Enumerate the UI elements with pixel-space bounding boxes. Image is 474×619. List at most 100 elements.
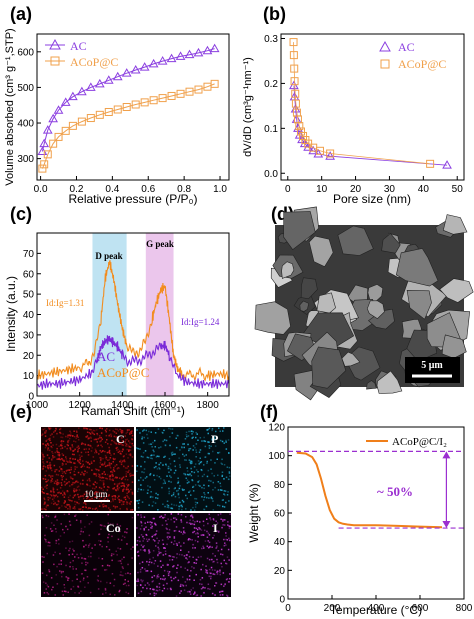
map-0-pixel bbox=[42, 428, 44, 431]
map-1-pixel bbox=[226, 466, 229, 468]
chart-b-xtick-label-2: 20 bbox=[350, 184, 362, 195]
map-2-pixel bbox=[126, 528, 128, 530]
map-1-pixel bbox=[157, 509, 159, 511]
map-0-pixel bbox=[73, 494, 76, 497]
panel-label-a: (a) bbox=[10, 4, 32, 24]
map-0-pixel bbox=[53, 500, 55, 502]
map-1-pixel bbox=[189, 460, 192, 462]
map-1-pixel bbox=[170, 476, 172, 479]
map-0-pixel bbox=[74, 448, 76, 451]
map-3-pixel bbox=[153, 588, 155, 591]
chart-c-xtick-label-4: 1800 bbox=[197, 400, 220, 411]
map-1-pixel bbox=[221, 489, 223, 491]
map-3-pixel bbox=[144, 584, 146, 586]
map-2-pixel bbox=[54, 516, 56, 519]
map-1-pixel bbox=[223, 464, 226, 466]
map-0-pixel bbox=[116, 483, 119, 485]
map-1-pixel bbox=[208, 427, 211, 430]
map-3-pixel bbox=[170, 541, 173, 544]
map-1-pixel bbox=[192, 490, 195, 492]
map-3-pixel bbox=[189, 593, 192, 595]
map-1-pixel bbox=[142, 489, 145, 491]
map-1-pixel bbox=[181, 488, 184, 490]
map-0-pixel bbox=[113, 467, 115, 469]
map-0-pixel bbox=[59, 458, 62, 461]
map-0-pixel bbox=[87, 492, 89, 495]
map-0-pixel bbox=[130, 488, 132, 491]
map-3-pixel bbox=[195, 562, 197, 564]
map-0-pixel bbox=[61, 453, 63, 455]
map-3-pixel bbox=[220, 590, 223, 593]
map-2-pixel bbox=[105, 592, 107, 594]
map-3-pixel bbox=[185, 554, 188, 556]
map-2-pixel bbox=[47, 541, 50, 544]
map-0-pixel bbox=[111, 470, 113, 473]
map-1-pixel bbox=[207, 441, 209, 443]
map-3-pixel bbox=[193, 527, 196, 529]
map-3-pixel bbox=[180, 545, 182, 547]
chart-a-series-0-point-12 bbox=[121, 68, 132, 77]
map-2-pixel bbox=[74, 515, 76, 517]
map-1-pixel bbox=[177, 489, 179, 492]
map-0-pixel bbox=[126, 507, 128, 510]
map-0-pixel bbox=[97, 473, 100, 475]
map-0-pixel bbox=[100, 487, 103, 490]
map-0-pixel bbox=[129, 475, 132, 477]
map-0-pixel bbox=[79, 496, 81, 498]
chart-a-series-1-point-22 bbox=[210, 79, 219, 88]
map-1-pixel bbox=[150, 495, 152, 498]
map-0-pixel bbox=[122, 444, 125, 446]
map-0-pixel bbox=[127, 496, 129, 498]
map-3-pixel bbox=[216, 561, 219, 564]
map-1-pixel bbox=[155, 456, 158, 458]
map-0-pixel bbox=[54, 495, 56, 497]
map-2-pixel bbox=[79, 580, 82, 583]
map-0-pixel bbox=[90, 437, 92, 439]
map-0-pixel bbox=[74, 481, 77, 483]
map-0-pixel bbox=[52, 436, 55, 438]
map-0-pixel bbox=[92, 456, 95, 458]
map-3-pixel bbox=[144, 568, 146, 570]
map-3-pixel bbox=[188, 538, 190, 540]
map-3-pixel bbox=[206, 571, 208, 574]
map-0-pixel bbox=[102, 505, 105, 508]
map-2-pixel bbox=[123, 556, 125, 559]
map-3-pixel bbox=[194, 547, 196, 549]
map-0-pixel bbox=[105, 465, 108, 467]
map-0-pixel bbox=[64, 500, 66, 502]
map-0-pixel bbox=[104, 450, 106, 453]
map-1-pixel bbox=[207, 492, 209, 494]
map-0-pixel bbox=[69, 494, 71, 497]
map-3-pixel bbox=[229, 578, 231, 580]
map-3-pixel bbox=[149, 521, 152, 523]
map-1-pixel bbox=[197, 481, 199, 483]
map-2-pixel bbox=[45, 539, 47, 541]
map-3-pixel bbox=[225, 563, 228, 565]
map-3-pixel bbox=[202, 563, 204, 566]
map-3-pixel bbox=[186, 578, 188, 580]
map-3-pixel bbox=[162, 554, 165, 556]
map-3-pixel bbox=[212, 518, 215, 520]
map-0-pixel bbox=[44, 502, 46, 505]
map-0-pixel bbox=[55, 443, 58, 446]
map-0-pixel bbox=[105, 434, 108, 437]
map-1-pixel bbox=[192, 445, 195, 447]
map-1-pixel bbox=[194, 503, 197, 506]
map-1-pixel bbox=[137, 490, 139, 493]
map-0-pixel bbox=[80, 473, 82, 476]
map-0-pixel bbox=[61, 477, 63, 479]
map-3-pixel bbox=[170, 588, 172, 591]
map-3-pixel bbox=[215, 547, 217, 549]
map-1-pixel bbox=[162, 432, 164, 434]
map-0-pixel bbox=[116, 476, 118, 479]
map-0-pixel bbox=[79, 508, 81, 511]
map-0-pixel bbox=[71, 446, 74, 448]
map-1-pixel bbox=[168, 457, 171, 460]
map-0-pixel bbox=[42, 458, 44, 461]
map-0-pixel bbox=[46, 461, 48, 463]
map-1-pixel bbox=[225, 439, 227, 442]
map-3-pixel bbox=[204, 540, 207, 542]
map-3-pixel bbox=[211, 569, 214, 571]
map-1-pixel bbox=[203, 473, 205, 476]
map-0-pixel bbox=[126, 479, 129, 481]
